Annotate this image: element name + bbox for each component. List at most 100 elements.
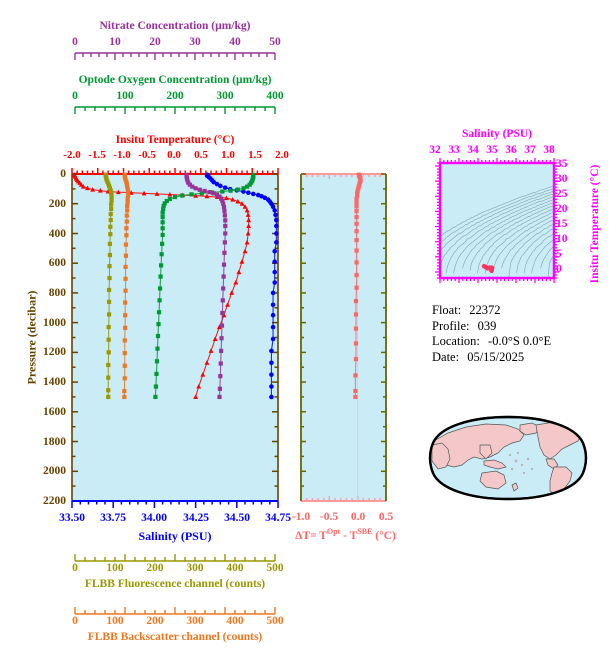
ts-temp-tick-20: 20 xyxy=(556,203,568,215)
data-point xyxy=(353,388,358,394)
data-point xyxy=(160,215,165,220)
data-point xyxy=(353,326,359,331)
delta-t-series-layer xyxy=(353,172,363,501)
backscatter-axis-ruler xyxy=(74,607,276,615)
backscatter-tick-1: 100 xyxy=(106,615,124,627)
data-point xyxy=(162,201,167,206)
data-point xyxy=(160,226,165,231)
fluorescence-tick-1: 100 xyxy=(106,562,124,574)
main-profile-plot[interactable] xyxy=(72,174,278,501)
data-point xyxy=(217,386,223,391)
isopycnal-line xyxy=(523,232,554,274)
data-point xyxy=(189,192,194,197)
data-point xyxy=(125,191,131,196)
delta-t-title-part1: ΔT= T xyxy=(295,529,327,542)
data-point xyxy=(106,388,111,393)
data-point xyxy=(272,269,278,275)
data-point xyxy=(106,375,111,380)
isopycnal-line xyxy=(516,228,554,274)
data-point xyxy=(247,182,252,187)
isopycnal-line xyxy=(477,208,553,274)
data-point xyxy=(107,264,112,269)
data-point xyxy=(190,184,195,189)
delta-t-title-unit: (°C) xyxy=(372,529,396,542)
data-point xyxy=(355,190,360,196)
data-point xyxy=(107,252,113,258)
data-point xyxy=(108,212,113,217)
salinity-tick-1: 33.75 xyxy=(100,512,126,524)
pressure-tick-9: 1800 xyxy=(43,435,66,448)
data-point xyxy=(153,394,158,400)
data-point xyxy=(123,242,129,247)
ts-data-points xyxy=(481,263,495,274)
series-backscatter xyxy=(122,172,131,400)
data-point xyxy=(270,324,276,330)
fluorescence-axis-ruler xyxy=(74,554,276,562)
data-point xyxy=(160,232,165,238)
ts-data-point xyxy=(489,268,494,274)
isopycnal-line xyxy=(469,205,554,271)
salinity-tick-5: 34.75 xyxy=(265,512,291,524)
data-point xyxy=(274,223,279,229)
oxygen-tick-0: 0 xyxy=(72,90,78,102)
data-point xyxy=(106,312,112,317)
data-point xyxy=(241,186,246,191)
data-point xyxy=(236,269,242,275)
data-point xyxy=(109,195,114,200)
series-delta-t xyxy=(353,172,363,501)
data-point xyxy=(270,290,276,296)
data-point xyxy=(122,338,127,343)
data-point xyxy=(222,250,227,255)
ts-temp-tick-35: 35 xyxy=(556,158,568,170)
backscatter-axis-title: FLBB Backscatter channel (counts) xyxy=(87,631,263,643)
data-point xyxy=(109,198,114,203)
world-map-thumbnail[interactable] xyxy=(428,415,588,501)
temperature-axis-group: Insitu Temperature (°C) -2.0 -1.5 -1.0 -… xyxy=(60,134,290,172)
oxygen-tick-2: 200 xyxy=(166,90,184,102)
temperature-tick-labels: -2.0 -1.5 -1.0 -0.5 0.0 0.5 1.0 1.5 2.0 xyxy=(60,149,290,163)
isopycnal-line xyxy=(440,194,553,265)
salinity-tick-0: 33.50 xyxy=(59,512,85,524)
data-point xyxy=(108,188,113,193)
map-outline xyxy=(428,415,588,501)
fluorescence-tick-5: 500 xyxy=(266,562,284,574)
data-point xyxy=(272,280,278,285)
isopycnal-line xyxy=(445,196,553,274)
metadata-date-value: 05/15/2025 xyxy=(467,349,525,364)
data-point xyxy=(108,224,113,229)
data-point xyxy=(214,192,220,197)
data-point xyxy=(115,189,121,195)
data-point xyxy=(124,226,129,231)
data-point xyxy=(353,298,359,304)
pressure-tick-2: 400 xyxy=(48,227,66,240)
data-point xyxy=(274,240,279,245)
data-point xyxy=(109,193,114,198)
oxygen-tick-1: 100 xyxy=(116,90,134,102)
data-point xyxy=(109,202,114,207)
ts-salinity-tick-5: 37 xyxy=(524,144,536,156)
data-point xyxy=(197,187,202,192)
data-point xyxy=(124,233,129,238)
data-point xyxy=(250,191,256,197)
main-profile-canvas[interactable] xyxy=(71,172,279,502)
data-point xyxy=(274,231,279,236)
isopycnal-line xyxy=(508,223,554,277)
delta-t-title-sup-opt: Opt xyxy=(326,527,341,536)
data-point xyxy=(123,276,128,281)
metadata-date-label: Date: xyxy=(432,349,460,364)
data-point xyxy=(108,232,113,237)
delta-t-panel[interactable] xyxy=(300,172,387,502)
metadata-profile-label: Profile: xyxy=(432,318,470,333)
temperature-tick-8: 2.0 xyxy=(275,149,289,161)
ts-temp-tick-0: 0 xyxy=(556,263,562,275)
data-point xyxy=(218,183,223,189)
oxygen-axis-ruler xyxy=(74,106,276,114)
data-point xyxy=(272,248,278,254)
series-oxygen xyxy=(153,172,256,400)
data-point xyxy=(272,208,278,213)
data-point xyxy=(199,191,204,196)
data-point xyxy=(108,217,113,223)
backscatter-tick-3: 300 xyxy=(186,615,204,627)
profile-series-layer xyxy=(72,172,279,400)
isopycnal-line xyxy=(453,199,554,274)
